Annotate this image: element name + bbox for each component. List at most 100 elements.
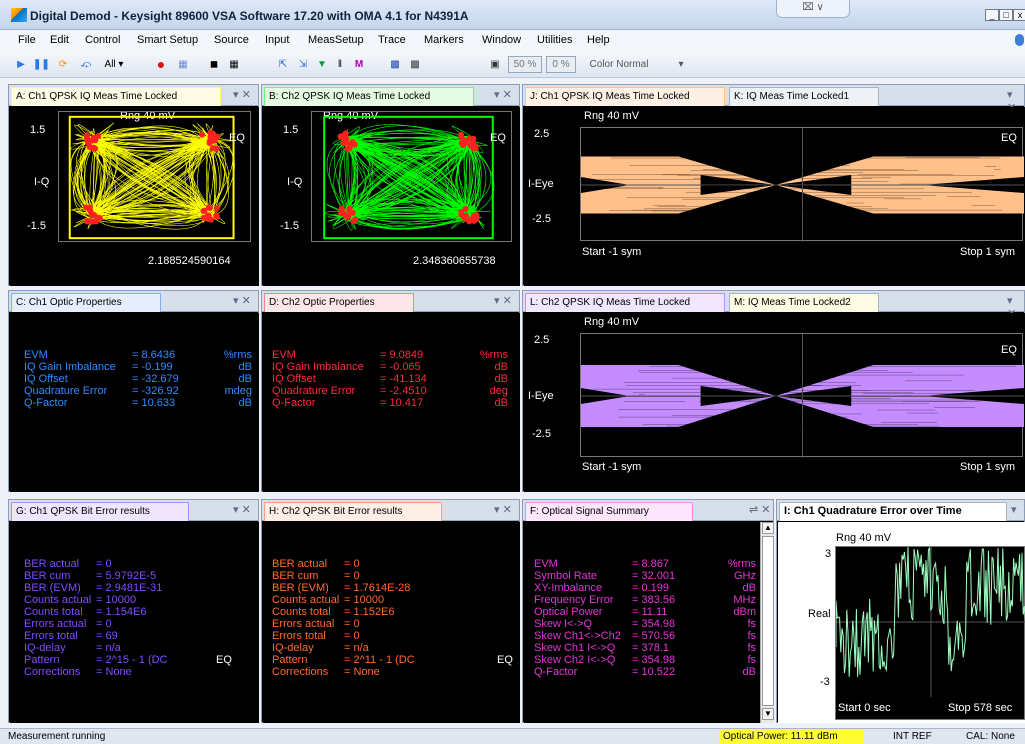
color-scheme-select[interactable]: Color Normal — [589, 59, 649, 70]
menu-control[interactable]: Control — [85, 34, 121, 46]
aero-controls[interactable]: ⌧ ∨ — [776, 0, 850, 18]
y-top-label: 2.5 — [534, 128, 550, 140]
pane-menu-icon[interactable]: ▾ — [1011, 504, 1017, 516]
app-icon — [11, 8, 27, 22]
spectrogram-icon[interactable]: ▩ — [390, 59, 400, 70]
row-value: = 0 — [344, 630, 360, 642]
eye-diagram-plot[interactable]: EQ — [580, 333, 1024, 458]
pane-h-tab[interactable]: H: Ch2 QPSK Bit Error results — [264, 502, 442, 521]
pane-j-tab[interactable]: J: Ch1 QPSK IQ Meas Time Locked — [525, 87, 725, 106]
select-pointer-icon[interactable]: ⇱ — [278, 59, 288, 70]
ref-indicator[interactable]: INT REF — [893, 731, 932, 742]
marker-icon[interactable]: ▼ — [317, 59, 327, 70]
minimize-button[interactable]: _ — [985, 9, 999, 21]
cal-indicator[interactable]: CAL: None — [966, 731, 1015, 742]
table-row: Optical Power = 11.11 dBm — [534, 606, 756, 618]
menu-edit[interactable]: Edit — [50, 34, 69, 46]
menu-markers[interactable]: Markers — [424, 34, 464, 46]
table-row: BER (EVM) = 1.7614E-28 — [272, 582, 492, 594]
menu-meassetup[interactable]: MeasSetup — [308, 34, 364, 46]
pane-menu-icon[interactable]: ⇌ ✕ — [749, 504, 771, 516]
restore-button[interactable]: □ — [999, 9, 1013, 21]
table-row: Counts total = 1.154E6 — [24, 606, 244, 618]
all-dropdown[interactable]: All ▾ — [104, 59, 124, 70]
toolbar-overflow-icon[interactable]: ▾ — [678, 59, 684, 70]
pane-b-tab[interactable]: B: Ch2 QPSK IQ Meas Time Locked — [264, 87, 474, 106]
grid-layout-icon[interactable]: ▦ — [229, 59, 239, 70]
eye-diagram-plot[interactable]: EQ — [580, 127, 1024, 242]
restart-icon[interactable]: ⟳ — [58, 59, 68, 70]
y-axis-label: Real — [808, 608, 831, 620]
pane-f[interactable]: F: Optical Signal Summary ⇌ ✕ EVM = 8.867%… — [522, 499, 774, 723]
pane-menu-icon[interactable]: ▾ ✕ — [233, 295, 251, 307]
title-bar: Digital Demod - Keysight 89600 VSA Softw… — [0, 0, 1025, 30]
pane-l-tab[interactable]: L: Ch2 QPSK IQ Meas Time Locked — [525, 293, 725, 312]
close-button[interactable]: x — [1013, 9, 1025, 21]
play-icon[interactable]: ▶ — [17, 59, 25, 70]
constellation-plot[interactable]: EQ — [311, 111, 512, 242]
pane-i[interactable]: I: Ch1 Quadrature Error over Time ▾ Rng 4… — [776, 499, 1025, 723]
pane-a[interactable]: A: Ch1 QPSK IQ Meas Time Locked ▾ ✕ Rng 4… — [8, 84, 259, 286]
y-bottom-label: -3 — [820, 676, 830, 688]
constellation-plot[interactable]: EQ — [58, 111, 251, 242]
pane-menu-icon[interactable]: ▾ ✕ — [233, 89, 251, 101]
table-row: BER actual = 0 — [24, 558, 244, 570]
menu-trace[interactable]: Trace — [378, 34, 406, 46]
single-layout-icon[interactable]: ◼ — [209, 59, 219, 70]
row-label: IQ-delay — [272, 642, 314, 654]
menu-smart-setup[interactable]: Smart Setup — [137, 34, 199, 46]
pane-d[interactable]: D: Ch2 Optic Properties ▾ ✕ EVM = 9.0849 %r… — [261, 290, 520, 492]
pane-a-tab[interactable]: A: Ch1 QPSK IQ Meas Time Locked — [11, 87, 221, 106]
pane-k-tab[interactable]: K: IQ Meas Time Locked1 — [729, 87, 879, 106]
pane-b[interactable]: B: Ch2 QPSK IQ Meas Time Locked ▾ ✕ Rng 4… — [261, 84, 520, 286]
menu-window[interactable]: Window — [482, 34, 522, 46]
pane-g[interactable]: G: Ch1 QPSK Bit Error results ▾ ✕ BER act… — [8, 499, 259, 723]
pane-menu-icon[interactable]: ▾ ✕ — [494, 295, 512, 307]
pause-icon[interactable]: ❚❚ — [33, 59, 50, 70]
pane-j[interactable]: J: Ch1 QPSK IQ Meas Time Locked K: IQ Mea… — [522, 84, 1025, 286]
row-unit: fs — [747, 642, 756, 654]
menu-input[interactable]: Input — [265, 34, 290, 46]
pane-menu-icon[interactable]: ▾ ✕ — [233, 504, 251, 516]
opacity-0-button[interactable]: 0 % — [546, 56, 576, 73]
scroll-up-icon[interactable]: ▲ — [762, 522, 774, 534]
pane-c-tab[interactable]: C: Ch1 Optic Properties — [11, 293, 161, 312]
autorange-icon[interactable]: ⤽ — [80, 59, 92, 70]
zoom-icon[interactable]: ⇲ — [298, 59, 308, 70]
row-unit: deg — [489, 385, 508, 397]
record-icon[interactable]: ● — [156, 56, 166, 72]
pane-i-tab[interactable]: I: Ch1 Quadrature Error over Time — [779, 502, 1007, 521]
row-unit: GHz — [734, 570, 756, 582]
pane-g-tab[interactable]: G: Ch1 QPSK Bit Error results — [11, 502, 189, 521]
row-unit: dB — [494, 397, 508, 409]
row-label: BER cum — [24, 570, 71, 582]
persistence-icon[interactable]: ▩ — [410, 59, 420, 70]
row-value: = -32.679 — [132, 373, 179, 385]
pane-h[interactable]: H: Ch2 QPSK Bit Error results ▾ ✕ BER act… — [261, 499, 520, 723]
pane-menu-icon[interactable]: ▾ ✕ — [494, 504, 512, 516]
row-label: BER (EVM) — [24, 582, 81, 594]
pane-f-tab[interactable]: F: Optical Signal Summary — [525, 502, 693, 521]
row-label: IQ Gain Imbalance — [272, 361, 364, 373]
marker-peak-icon[interactable]: M — [354, 59, 364, 70]
scroll-down-icon[interactable]: ▼ — [762, 708, 774, 720]
quad-error-plot[interactable]: Start 0 sec Stop 578 sec — [835, 546, 1025, 720]
pause-trace-icon[interactable]: ‖ — [337, 59, 343, 70]
color-grid-icon[interactable]: ▣ — [490, 59, 500, 70]
opacity-50-button[interactable]: 50 % — [508, 56, 542, 73]
help-icon[interactable] — [1015, 34, 1024, 46]
pane-d-tab[interactable]: D: Ch2 Optic Properties — [264, 293, 414, 312]
menu-utilities[interactable]: Utilities — [537, 34, 573, 46]
pane-l[interactable]: L: Ch2 QPSK IQ Meas Time Locked M: IQ Mea… — [522, 290, 1025, 492]
menu-source[interactable]: Source — [214, 34, 249, 46]
playback-icon[interactable]: ▦ — [178, 59, 188, 70]
scroll-thumb[interactable] — [762, 536, 774, 706]
summary-scrollbar[interactable]: ▲ ▼ — [760, 522, 774, 723]
menu-file[interactable]: File — [18, 34, 36, 46]
pane-m-tab[interactable]: M: IQ Meas Time Locked2 — [729, 293, 879, 312]
x-stop-label: Stop 1 sym — [960, 246, 1016, 258]
menu-help[interactable]: Help — [587, 34, 610, 46]
row-unit: MHz — [733, 594, 756, 606]
pane-menu-icon[interactable]: ▾ ✕ — [494, 89, 512, 101]
pane-c[interactable]: C: Ch1 Optic Properties ▾ ✕ EVM = 8.6436 %r… — [8, 290, 259, 492]
